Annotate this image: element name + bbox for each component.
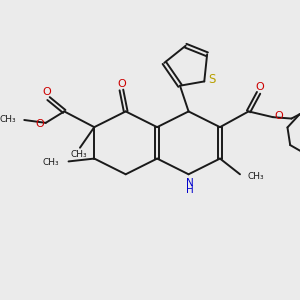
Text: O: O [117, 79, 126, 89]
Text: O: O [43, 87, 52, 97]
Text: S: S [208, 73, 216, 85]
Text: O: O [256, 82, 264, 92]
Text: H: H [186, 185, 194, 195]
Text: CH₃: CH₃ [248, 172, 265, 181]
Text: O: O [35, 119, 44, 129]
Text: N: N [186, 178, 194, 188]
Text: CH₃: CH₃ [0, 116, 16, 124]
Text: CH₃: CH₃ [43, 158, 59, 166]
Text: O: O [275, 111, 284, 121]
Text: CH₃: CH₃ [70, 149, 87, 158]
